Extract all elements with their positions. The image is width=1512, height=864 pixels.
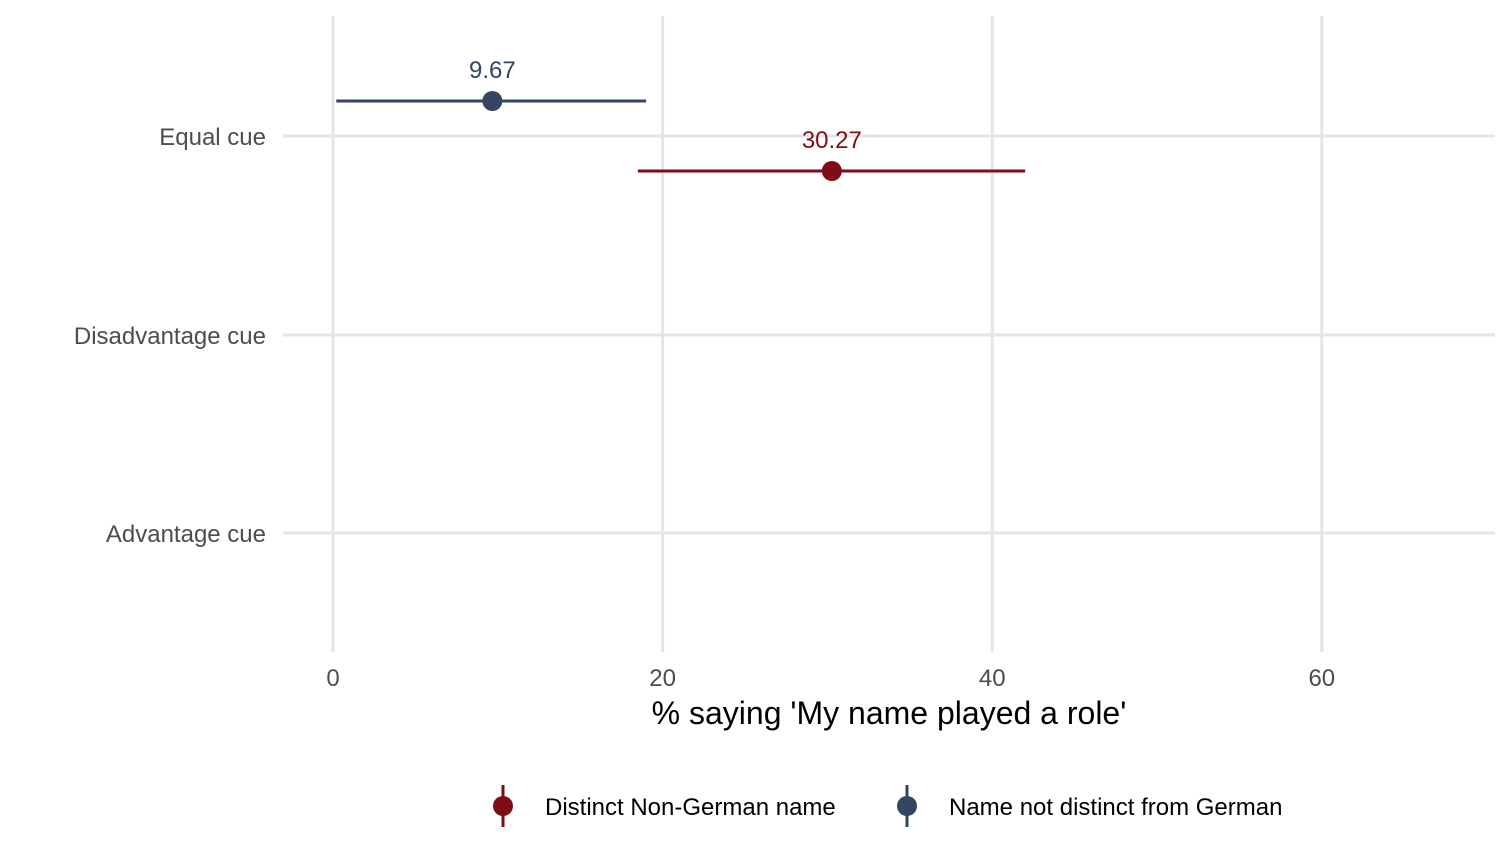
legend-label: Name not distinct from German <box>949 794 1282 821</box>
point-estimate <box>482 91 503 111</box>
y-tick-label: Disadvantage cue <box>74 323 266 350</box>
grid <box>283 16 1495 652</box>
data-label: 9.67 <box>469 57 516 84</box>
point-estimate <box>821 161 842 181</box>
legend-key-point <box>493 796 513 816</box>
legend: Distinct Non-German name Name not distinc… <box>493 785 1282 827</box>
x-tick-label: 60 <box>1308 665 1335 692</box>
x-tick-label: 20 <box>649 665 676 692</box>
legend-label: Distinct Non-German name <box>545 794 836 821</box>
data-label: 30.27 <box>802 127 862 154</box>
y-tick-label: Equal cue <box>159 124 266 151</box>
y-axis-tick-labels: Equal cue Disadvantage cue Advantage cue <box>74 124 266 548</box>
x-tick-label: 40 <box>979 665 1006 692</box>
x-tick-label: 0 <box>326 665 339 692</box>
x-axis-title: % saying 'My name played a role' <box>652 695 1127 731</box>
y-tick-label: Advantage cue <box>106 521 266 548</box>
x-axis-tick-labels: 0 20 40 60 <box>326 665 1335 692</box>
legend-key-point <box>897 796 917 816</box>
data-marks: 30.27 9.67 <box>336 57 1026 181</box>
